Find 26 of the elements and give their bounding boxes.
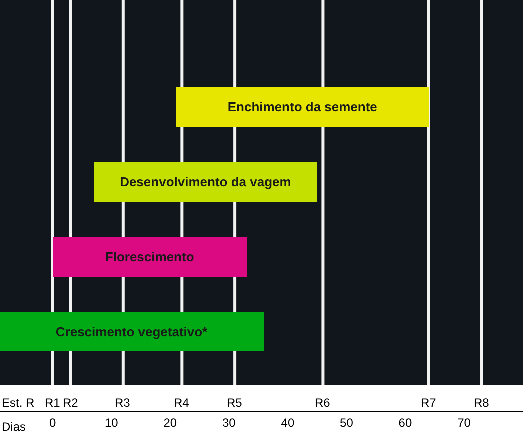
ref-line-label: R3: [115, 396, 131, 410]
y-tick-label: Crescimento vegetativo*: [56, 324, 209, 340]
x-tick-label: 30: [222, 416, 236, 430]
bar: [176, 87, 429, 127]
ref-line-label: R6: [315, 396, 331, 410]
ref-line-label: R8: [474, 396, 490, 410]
ref-line-label: R1: [45, 396, 61, 410]
x-tick-label: 10: [104, 416, 119, 430]
x-tick-label: 40: [281, 416, 295, 430]
y-tick-label: Florescimento: [105, 249, 194, 264]
y-tick-label: Enchimento da semente: [228, 100, 378, 115]
bar: [0, 312, 264, 352]
x-tick-label: 70: [458, 416, 472, 430]
bar: [52, 237, 247, 277]
y-tick-label: Desenvolvimento da vagem: [120, 174, 292, 190]
text: Est. R: [2, 396, 36, 410]
ref-line-label: R4: [174, 396, 190, 410]
x-tick-label: 50: [340, 416, 354, 430]
x-tick-label: 0: [50, 416, 57, 430]
x-tick-label: 60: [398, 416, 412, 430]
ref-line-label: R5: [227, 396, 243, 410]
x-tick-label: 20: [164, 416, 178, 430]
x-axis-title: Dias: [2, 420, 26, 434]
ref-line-label: R2: [63, 396, 79, 410]
bar: [94, 162, 318, 202]
ref-line-label: R7: [421, 396, 437, 410]
